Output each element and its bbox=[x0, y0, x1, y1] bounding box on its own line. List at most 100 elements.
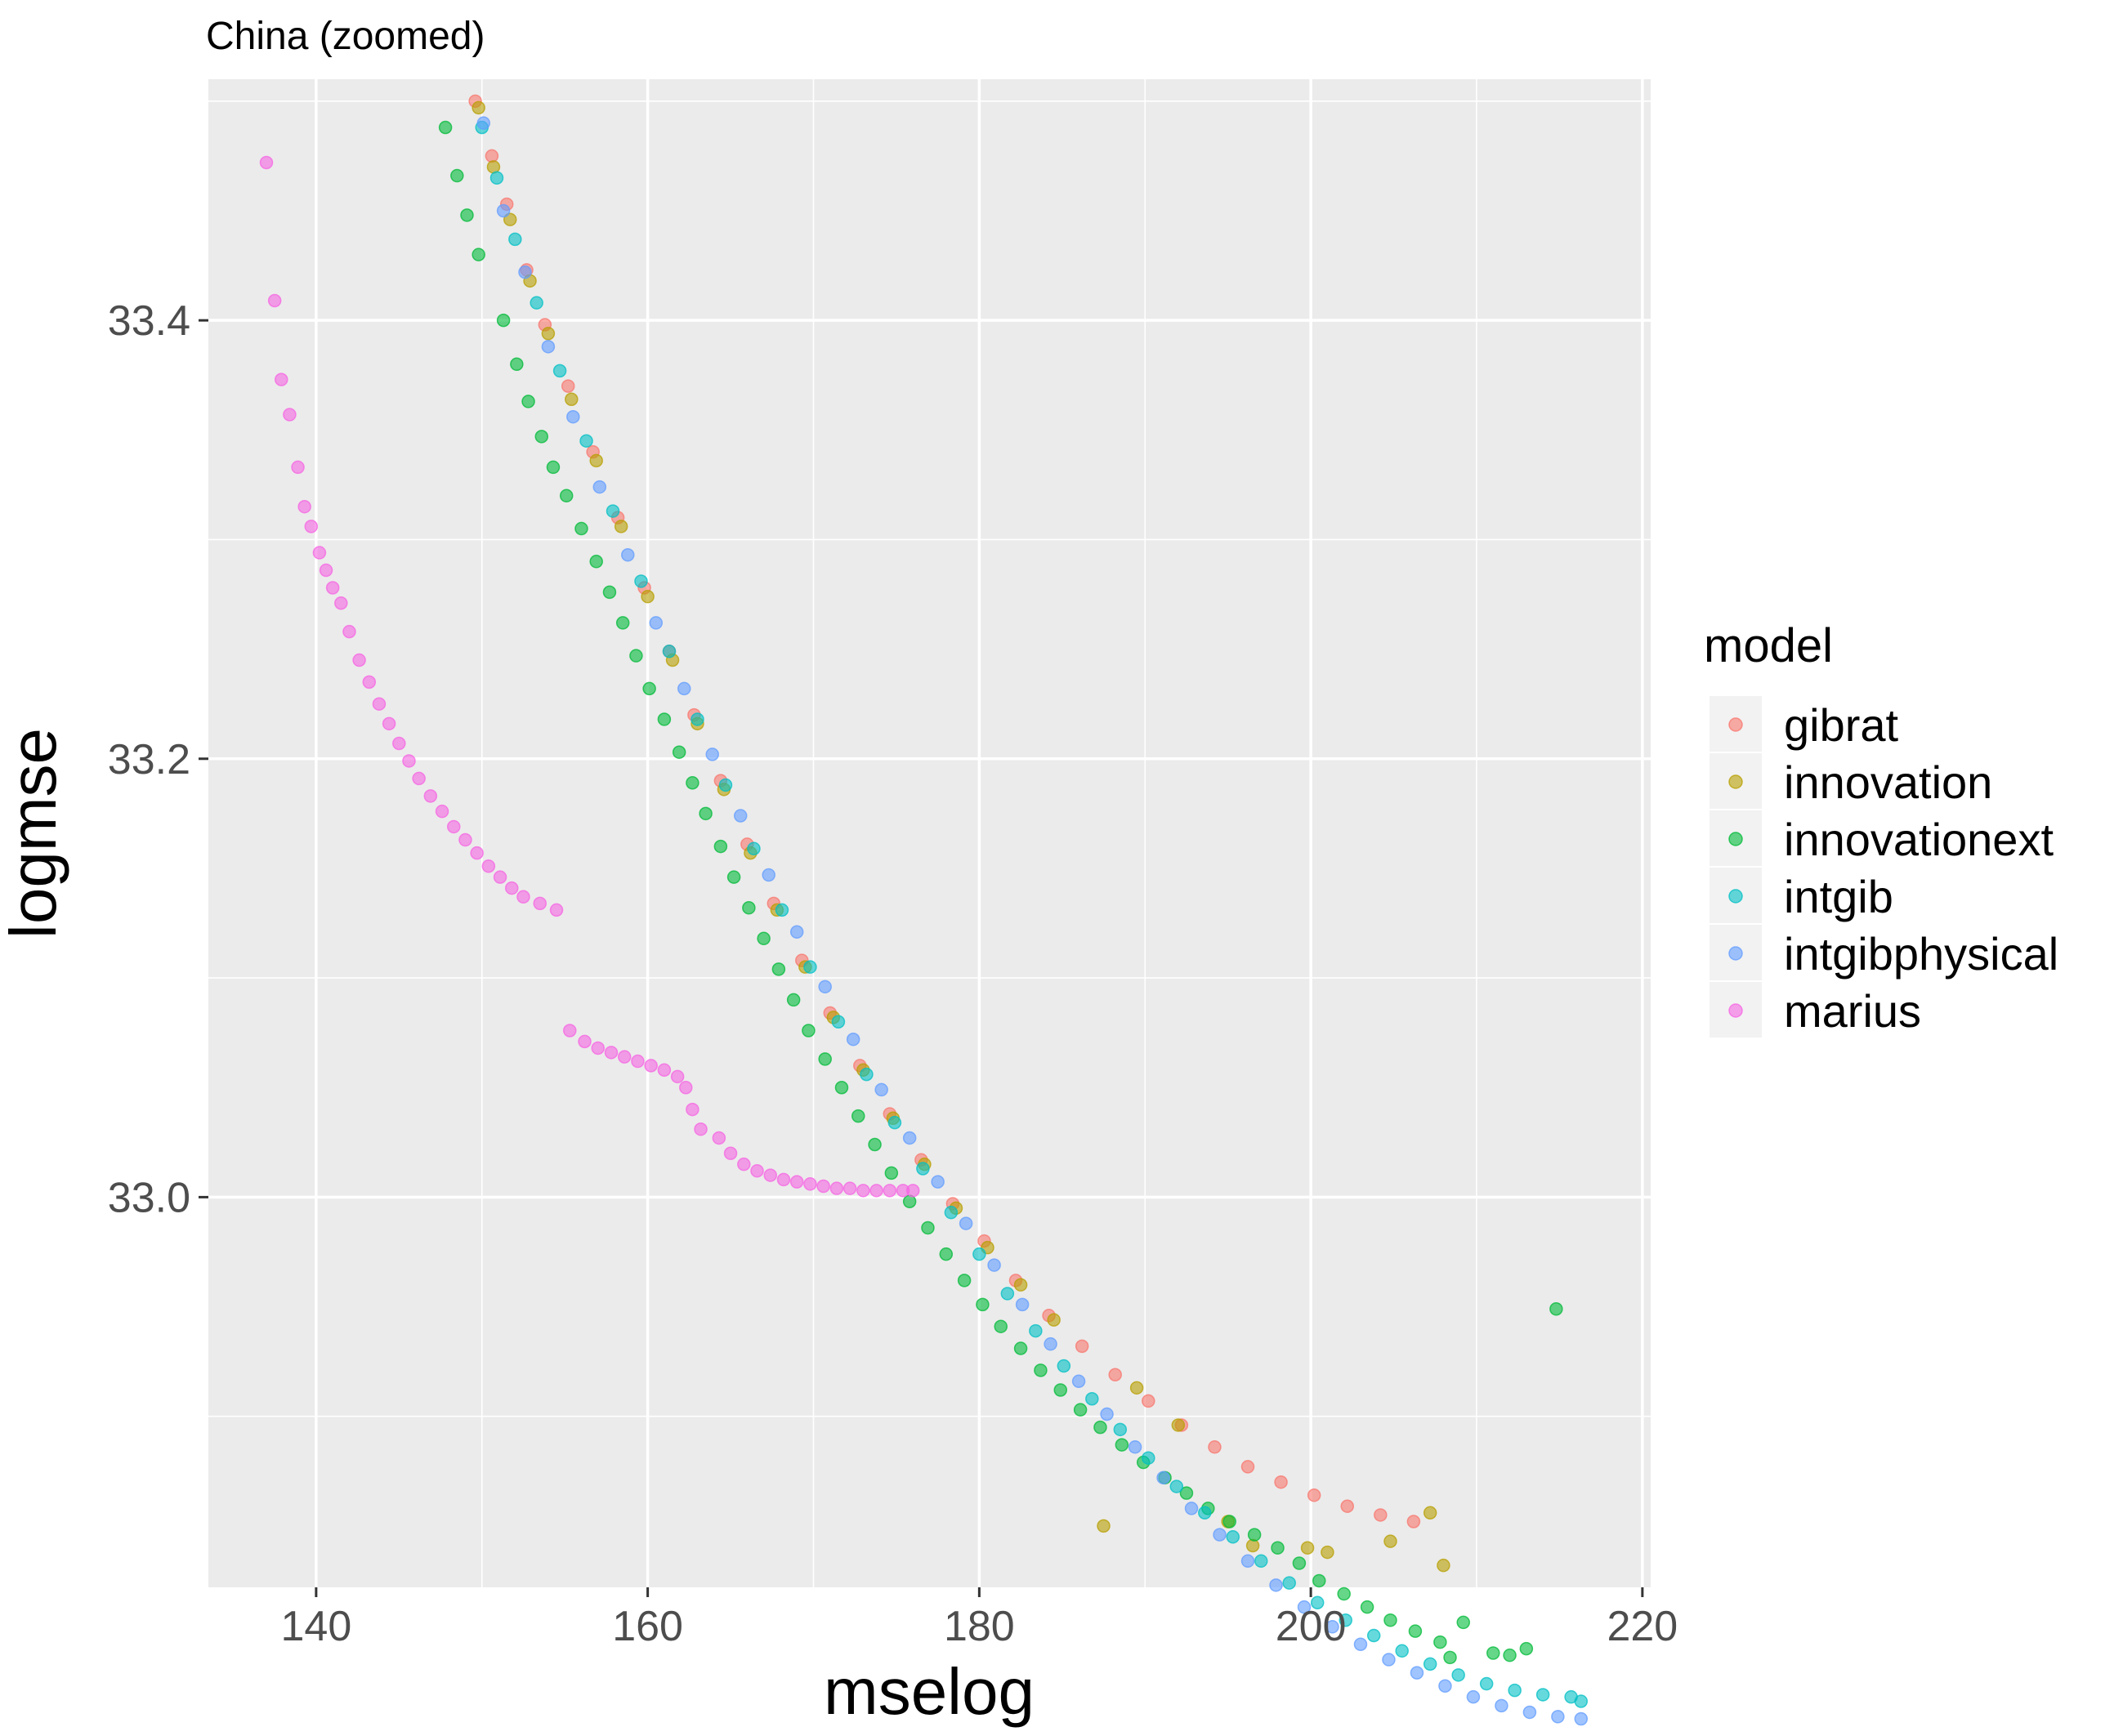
data-point bbox=[686, 776, 699, 790]
data-point bbox=[1292, 1556, 1307, 1570]
data-point bbox=[259, 155, 274, 170]
series-marius bbox=[259, 155, 920, 1198]
data-point bbox=[1360, 1600, 1374, 1614]
data-point bbox=[510, 357, 524, 372]
data-point bbox=[1437, 1558, 1450, 1573]
data-point bbox=[438, 120, 453, 135]
data-point bbox=[957, 1274, 972, 1287]
data-point bbox=[1438, 1679, 1452, 1693]
data-point bbox=[1075, 1339, 1089, 1354]
data-point bbox=[757, 931, 771, 946]
data-point bbox=[1226, 1530, 1240, 1544]
data-point bbox=[1395, 1644, 1409, 1658]
data-point bbox=[887, 1115, 902, 1130]
data-point bbox=[1013, 1341, 1028, 1355]
data-point bbox=[1000, 1287, 1015, 1301]
data-point bbox=[489, 171, 504, 185]
data-point bbox=[604, 1046, 619, 1060]
data-point bbox=[297, 499, 311, 514]
data-point bbox=[1240, 1554, 1255, 1569]
data-point bbox=[1282, 1576, 1296, 1590]
data-point bbox=[905, 1184, 920, 1198]
data-point bbox=[1156, 1470, 1170, 1485]
data-point bbox=[921, 1221, 935, 1235]
data-point bbox=[1115, 1438, 1129, 1452]
data-point bbox=[1169, 1479, 1184, 1493]
data-point bbox=[1408, 1624, 1423, 1638]
data-point bbox=[334, 596, 348, 610]
data-point bbox=[534, 430, 549, 444]
data-point bbox=[803, 960, 817, 974]
data-point bbox=[846, 1032, 860, 1047]
data-point bbox=[803, 1177, 817, 1191]
data-point bbox=[533, 896, 547, 911]
data-point bbox=[275, 373, 288, 386]
data-point bbox=[481, 859, 496, 873]
data-point bbox=[589, 555, 603, 569]
data-point bbox=[802, 1024, 816, 1038]
data-point bbox=[718, 778, 733, 792]
data-point bbox=[742, 900, 756, 915]
y-axis-title: logmse bbox=[0, 728, 69, 939]
data-point bbox=[1433, 1635, 1447, 1649]
data-point bbox=[657, 1063, 672, 1078]
data-point bbox=[615, 616, 630, 630]
data-point bbox=[972, 1247, 986, 1261]
data-point bbox=[1297, 1600, 1312, 1614]
data-point bbox=[496, 203, 511, 218]
legend-label: innovationext bbox=[1784, 814, 2054, 865]
data-point bbox=[1300, 1541, 1315, 1555]
data-point bbox=[641, 589, 655, 604]
data-point bbox=[470, 846, 484, 860]
x-tick-label: 220 bbox=[1607, 1603, 1678, 1650]
data-point bbox=[578, 1034, 592, 1049]
data-point bbox=[874, 1082, 888, 1097]
data-point bbox=[1184, 1502, 1199, 1515]
legend-marker bbox=[1728, 889, 1743, 904]
data-point bbox=[1466, 1689, 1481, 1704]
data-point bbox=[521, 395, 535, 408]
data-point bbox=[713, 839, 728, 854]
data-point bbox=[649, 616, 664, 630]
data-point bbox=[699, 806, 713, 821]
data-point bbox=[614, 520, 628, 533]
data-point bbox=[1129, 1381, 1144, 1395]
x-tick-label: 140 bbox=[280, 1603, 351, 1650]
data-point bbox=[552, 364, 567, 378]
legend-label: marius bbox=[1784, 985, 1921, 1037]
data-point bbox=[726, 870, 741, 884]
data-point bbox=[1495, 1698, 1508, 1713]
data-point bbox=[486, 160, 501, 174]
x-axis: 140 160 180 200 220 bbox=[280, 1587, 1678, 1650]
data-point bbox=[1312, 1573, 1326, 1588]
data-point bbox=[319, 563, 333, 578]
data-point bbox=[842, 1181, 857, 1195]
data-point bbox=[1535, 1688, 1550, 1702]
data-point bbox=[818, 980, 832, 994]
data-point bbox=[657, 712, 672, 726]
data-point bbox=[1100, 1407, 1114, 1421]
data-point bbox=[1047, 1313, 1061, 1327]
data-point bbox=[1274, 1475, 1288, 1489]
data-point bbox=[267, 293, 282, 308]
data-point bbox=[1029, 1323, 1043, 1338]
x-tick-label: 200 bbox=[1276, 1603, 1347, 1650]
data-point bbox=[868, 1137, 882, 1152]
legend-marker bbox=[1728, 832, 1743, 846]
data-point bbox=[902, 1131, 917, 1145]
data-point bbox=[856, 1184, 870, 1198]
data-point bbox=[1128, 1440, 1142, 1454]
data-point bbox=[763, 1168, 777, 1182]
data-point bbox=[860, 1067, 874, 1082]
data-point bbox=[472, 100, 485, 115]
series-intgibphysical bbox=[476, 116, 1589, 1726]
data-point bbox=[677, 681, 691, 696]
data-point bbox=[621, 547, 635, 562]
data-point bbox=[579, 434, 593, 448]
data-point bbox=[662, 645, 677, 658]
data-point bbox=[916, 1162, 930, 1176]
data-point bbox=[1269, 1578, 1283, 1592]
data-point bbox=[1519, 1641, 1534, 1656]
data-point bbox=[1310, 1595, 1325, 1610]
data-point bbox=[423, 789, 438, 803]
